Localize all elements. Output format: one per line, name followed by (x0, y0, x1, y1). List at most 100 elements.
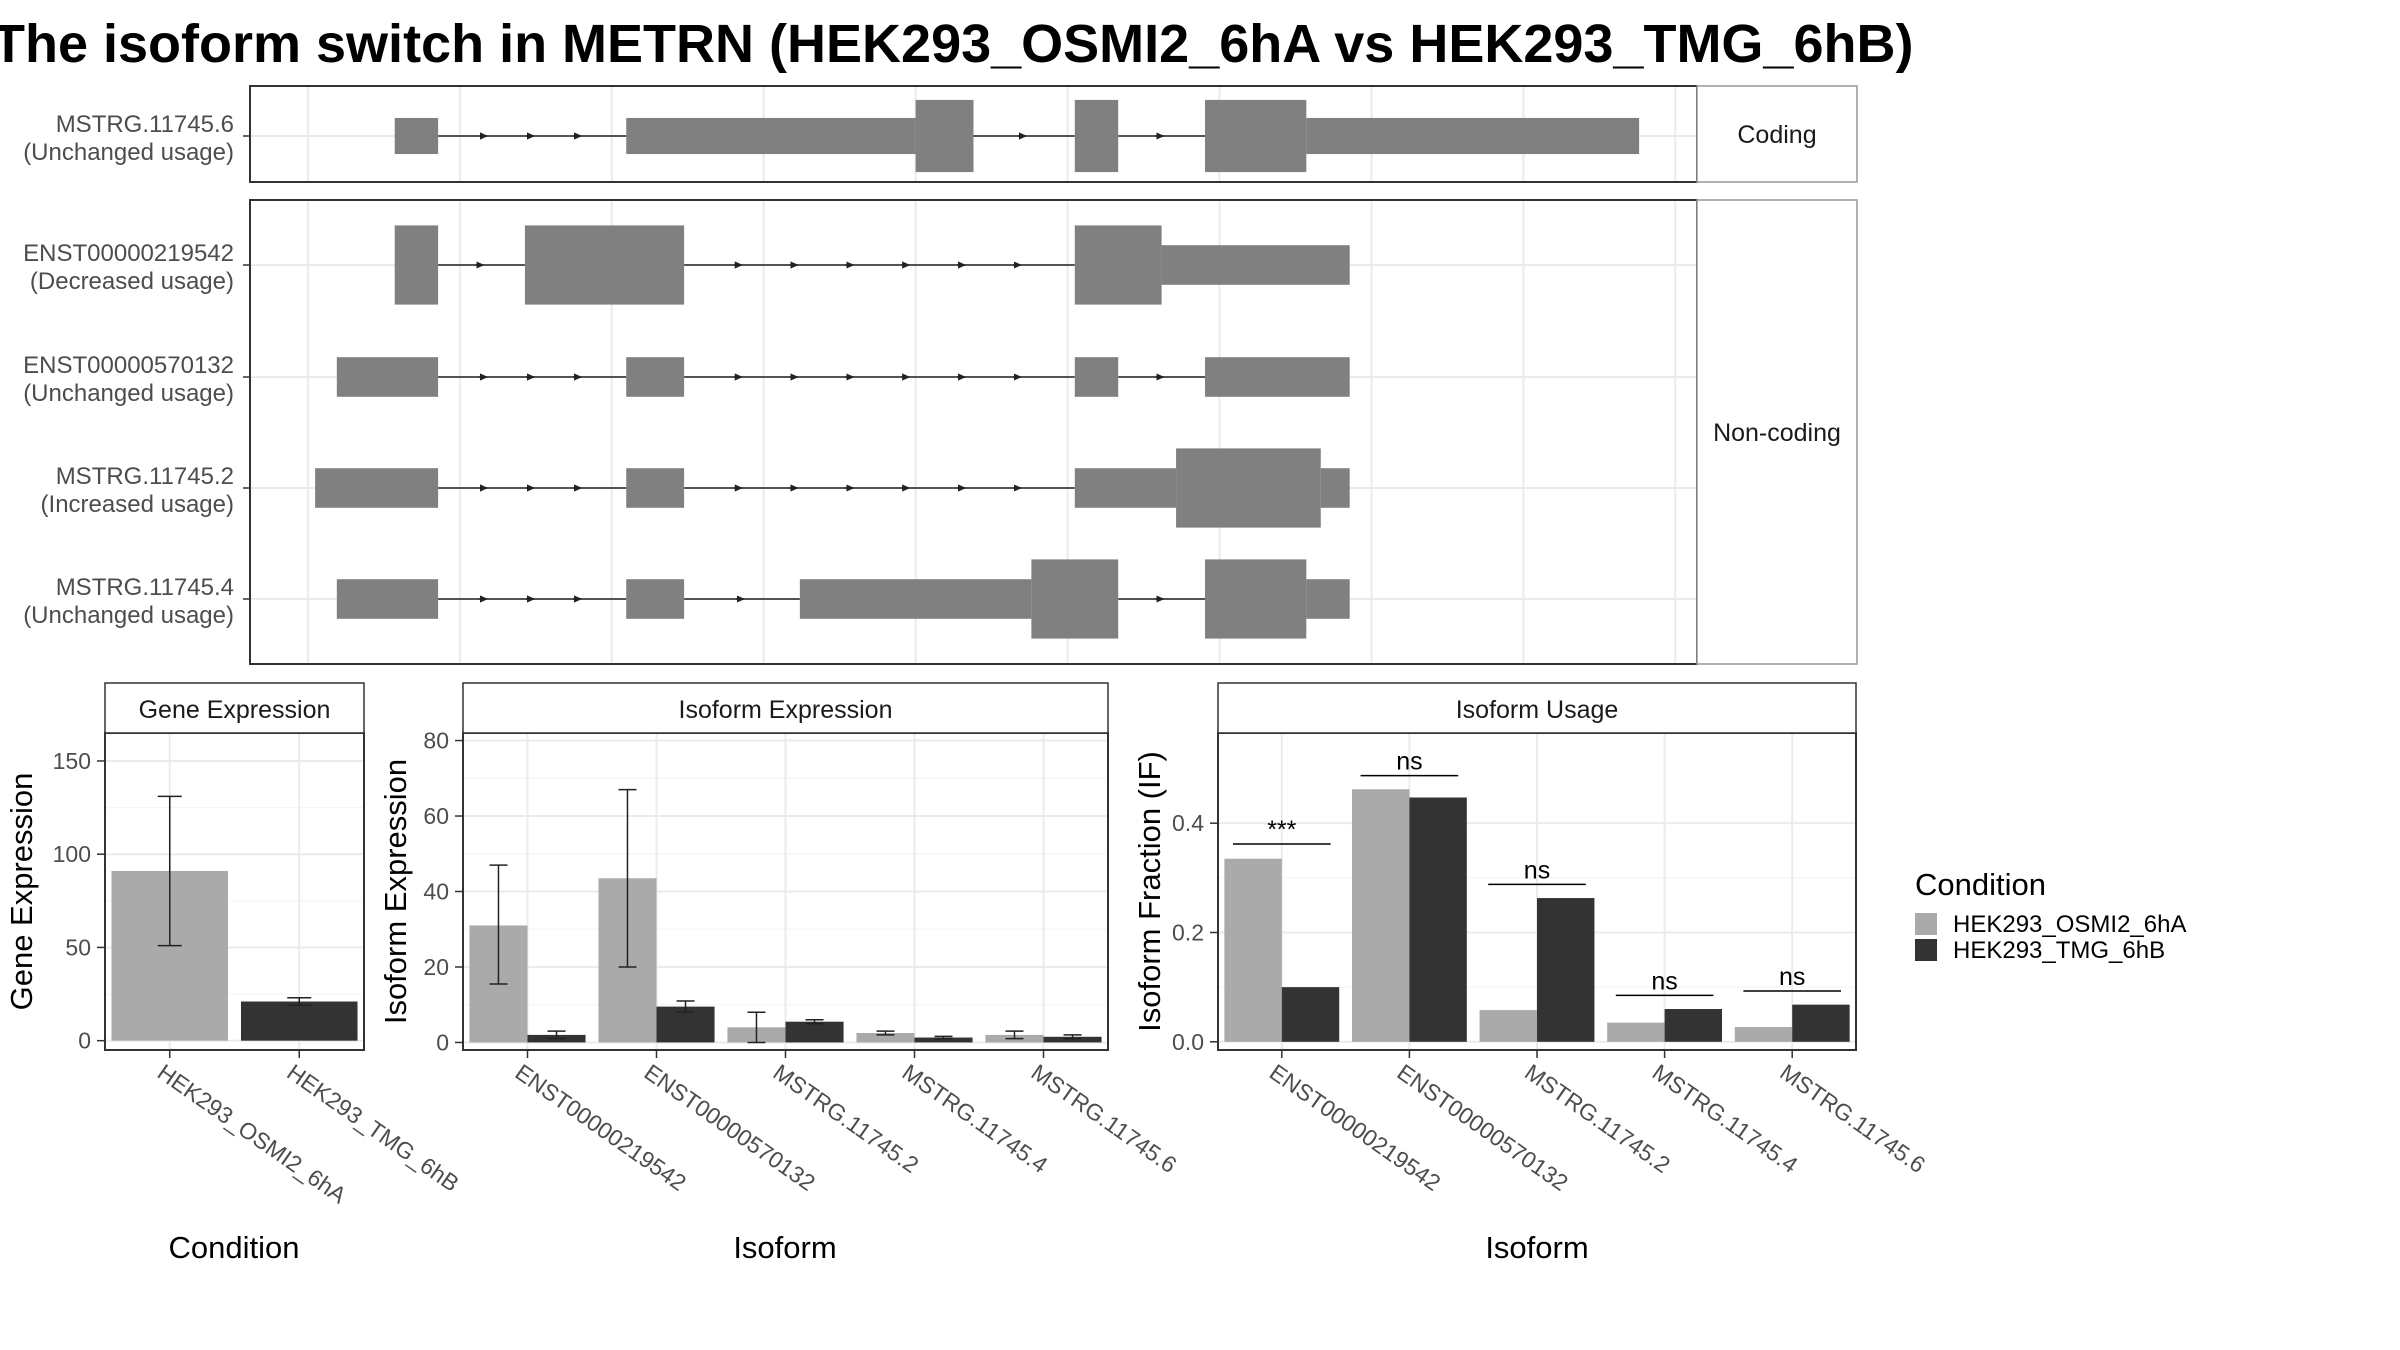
structure-facet-0: MSTRG.11745.6(Unchanged usage) Coding (23, 85, 1858, 183)
significance-annotation: ns (1743, 963, 1842, 992)
exon-block (626, 117, 916, 155)
y-tick-label: 0.4 (1172, 810, 1204, 836)
transcript-usage-label: (Unchanged usage) (23, 602, 234, 629)
transcript-usage-label: (Decreased usage) (30, 268, 234, 295)
bar-ENST00000219542-0 (1224, 858, 1282, 1042)
error-bar (747, 1011, 766, 1044)
chart-title: Isoform Usage (1456, 696, 1619, 724)
y-axis-title: Isoform Fraction (IF) (1132, 751, 1167, 1032)
bar-MSTRG.11745.4-0 (856, 1033, 915, 1043)
x-axis-title: Isoform (1485, 1230, 1588, 1265)
transcript-id-label: MSTRG.11745.6 (56, 111, 234, 138)
transcript-id-label: MSTRG.11745.4 (56, 574, 234, 601)
exon-block (315, 468, 439, 508)
error-bar (676, 1000, 695, 1014)
legend-swatch (1915, 913, 1937, 935)
bar-MSTRG.11745.2-1 (1537, 898, 1595, 1042)
exon-block (626, 468, 685, 508)
transcript-id-label: ENST00000570132 (23, 352, 234, 379)
exon-block (1074, 225, 1162, 305)
exon-block (1205, 99, 1307, 173)
exon-block (394, 225, 439, 305)
facet-strip-label: Non-coding (1713, 419, 1841, 447)
transcript-MSTRG.11745.4: MSTRG.11745.4(Unchanged usage) (23, 559, 1350, 639)
exon-block (626, 357, 685, 397)
significance-annotation: ns (1360, 748, 1459, 777)
chart-strip (1217, 682, 1857, 734)
bar-MSTRG.11745.2-0 (1479, 1010, 1537, 1042)
exon-block (1031, 559, 1119, 639)
exon-block (915, 99, 974, 173)
y-tick-label: 0 (78, 1028, 91, 1054)
chart-title: Gene Expression (139, 696, 331, 724)
transcript-ENST00000219542: ENST00000219542(Decreased usage) (23, 225, 1350, 305)
significance-label: ns (1524, 856, 1550, 884)
chart-title: Isoform Expression (679, 696, 893, 724)
facet-strip (1696, 199, 1858, 665)
transcript-MSTRG.11745.2: MSTRG.11745.2(Increased usage) (41, 448, 1350, 528)
error-bar (547, 1030, 566, 1040)
legend-label: HEK293_TMG_6hB (1953, 937, 2165, 964)
bar-HEK293_TMG_6hB (240, 1001, 358, 1041)
transcript-usage-label: (Unchanged usage) (23, 139, 234, 166)
facet-strip (1696, 85, 1858, 183)
transcript-ENST00000570132: ENST00000570132(Unchanged usage) (23, 352, 1350, 407)
bar-MSTRG.11745.4-1 (1664, 1009, 1723, 1042)
significance-label: *** (1267, 816, 1296, 844)
significance-label: ns (1651, 967, 1677, 995)
facet-strip-label: Coding (1737, 121, 1816, 149)
exon-block (1074, 468, 1177, 508)
y-tick-label: 80 (423, 728, 449, 754)
exon-block (626, 579, 685, 619)
exon-block (1306, 117, 1640, 155)
bar-MSTRG.11745.6-1 (1043, 1036, 1102, 1043)
significance-annotation: ns (1615, 967, 1714, 997)
exon-block (394, 117, 439, 155)
exon-block (336, 357, 439, 397)
bar-ENST00000570132-0 (1351, 789, 1410, 1042)
bar-MSTRG.11745.6-0 (1734, 1027, 1793, 1042)
bar-MSTRG.11745.6-1 (1792, 1004, 1850, 1042)
y-tick-label: 20 (423, 954, 449, 980)
y-tick-label: 100 (53, 841, 91, 867)
chart-1: Isoform Expression020406080ENST000002195… (378, 682, 1182, 1265)
error-bar (805, 1019, 824, 1025)
exon-block (1205, 357, 1350, 397)
error-bar (1005, 1030, 1024, 1040)
exon-block (1320, 468, 1350, 508)
transcript-usage-label: (Unchanged usage) (23, 380, 234, 407)
significance-annotation: *** (1232, 816, 1331, 845)
legend-title: Condition (1915, 867, 2046, 902)
error-bar (618, 788, 637, 968)
significance-annotation: ns (1488, 856, 1586, 886)
transcript-id-label: MSTRG.11745.2 (56, 463, 234, 490)
exon-block (1161, 245, 1350, 285)
chart-strip (462, 682, 1109, 734)
exon-block (1306, 579, 1350, 619)
error-bar (287, 997, 312, 1006)
y-tick-label: 150 (53, 748, 91, 774)
transcript-usage-label: (Increased usage) (41, 491, 234, 518)
error-bar (157, 795, 182, 947)
y-tick-label: 50 (65, 934, 91, 960)
transcript-MSTRG.11745.6: MSTRG.11745.6(Unchanged usage) (23, 99, 1640, 173)
y-tick-label: 0.0 (1172, 1029, 1204, 1055)
bar-MSTRG.11745.4-0 (1607, 1022, 1665, 1042)
figure-title: The isoform switch in METRN (HEK293_OSMI… (0, 14, 1913, 74)
error-bar (876, 1030, 895, 1036)
y-tick-label: 40 (423, 879, 449, 905)
bar-charts: Gene Expression050100150HEK293_OSMI2_6hA… (4, 682, 1930, 1265)
error-bar (1063, 1034, 1082, 1040)
error-bar (934, 1035, 953, 1040)
transcript-structure-panel: MSTRG.11745.6(Unchanged usage)CodingENST… (23, 85, 1858, 665)
bar-MSTRG.11745.4-1 (914, 1037, 973, 1043)
significance-label: ns (1396, 748, 1422, 776)
y-tick-label: 60 (423, 803, 449, 829)
structure-facet-1: ENST00000219542(Decreased usage) ENST0000… (23, 199, 1858, 665)
significance-label: ns (1779, 963, 1805, 991)
bar-ENST00000570132-1 (1409, 797, 1467, 1042)
exon-block (336, 579, 439, 619)
